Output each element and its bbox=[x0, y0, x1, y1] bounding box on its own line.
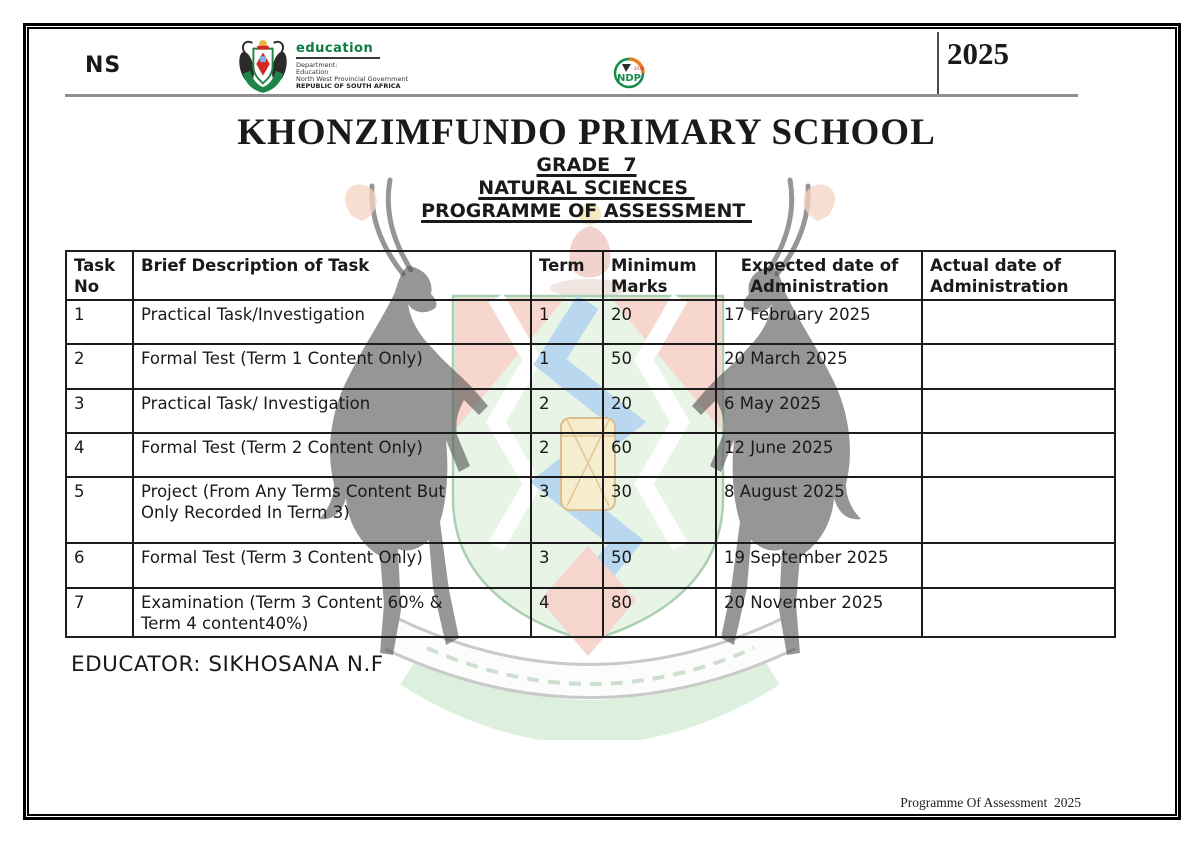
cell-marks: 80 bbox=[602, 587, 717, 638]
ndp-logo: 2030 NDP bbox=[613, 57, 645, 89]
document-title: PROGRAMME OF ASSESSMENT bbox=[421, 200, 752, 222]
cell-expected: 20 November 2025 bbox=[715, 587, 923, 638]
cell-expected: 6 May 2025 bbox=[715, 388, 923, 434]
cell-actual bbox=[921, 432, 1116, 478]
column-header: Actual date of Administration bbox=[921, 250, 1116, 301]
cell-no: 2 bbox=[65, 343, 134, 390]
cell-desc: Project (From Any Terms Content But Only… bbox=[132, 476, 532, 544]
cell-expected: 20 March 2025 bbox=[715, 343, 923, 390]
cell-desc: Examination (Term 3 Content 60% & Term 4… bbox=[132, 587, 532, 638]
education-department-crest-icon bbox=[239, 39, 287, 93]
table-row: 6 Formal Test (Term 3 Content Only) 3 50 19 … bbox=[65, 542, 1116, 589]
grade-title: GRADE 7 bbox=[536, 154, 637, 176]
subject-code-label: NS bbox=[85, 53, 122, 78]
title-block: KHONZIMFUNDO PRIMARY SCHOOL GRADE 7 NATU… bbox=[65, 112, 1108, 223]
cell-desc: Formal Test (Term 3 Content Only) bbox=[132, 542, 532, 589]
educator-label: EDUCATOR: SIKHOSANA N.F bbox=[71, 652, 384, 677]
cell-expected: 12 June 2025 bbox=[715, 432, 923, 478]
cell-term: 4 bbox=[530, 587, 604, 638]
education-dept-line: REPUBLIC OF SOUTH AFRICA bbox=[296, 82, 401, 90]
cell-actual bbox=[921, 587, 1116, 638]
cell-actual bbox=[921, 299, 1116, 345]
table-header-row: Task No Brief Description of Task Term Mini… bbox=[65, 250, 1116, 301]
table-row: 3 Practical Task/ Investigation 2 20 6 May 2… bbox=[65, 388, 1116, 434]
cell-no: 1 bbox=[65, 299, 134, 345]
table-row: 5 Project (From Any Terms Content But Onl… bbox=[65, 476, 1116, 544]
year-label: 2025 bbox=[947, 36, 1009, 71]
ndp-label: NDP bbox=[617, 73, 641, 84]
cell-no: 5 bbox=[65, 476, 134, 544]
cell-term: 1 bbox=[530, 343, 604, 390]
cell-desc: Practical Task/Investigation bbox=[132, 299, 532, 345]
column-header: Brief Description of Task bbox=[132, 250, 532, 301]
education-logo-rule bbox=[296, 57, 380, 59]
assessment-table: Task No Brief Description of Task Term Mini… bbox=[65, 250, 1116, 638]
cell-term: 2 bbox=[530, 388, 604, 434]
ndp-year: 2030 bbox=[634, 66, 645, 71]
cell-desc: Formal Test (Term 2 Content Only) bbox=[132, 432, 532, 478]
cell-marks: 60 bbox=[602, 432, 717, 478]
cell-marks: 20 bbox=[602, 388, 717, 434]
page-border bbox=[23, 23, 1181, 820]
school-name-title: KHONZIMFUNDO PRIMARY SCHOOL bbox=[237, 112, 936, 153]
header-rule-line bbox=[65, 94, 1078, 97]
column-header: Minimum Marks bbox=[602, 250, 717, 301]
cell-expected: 17 February 2025 bbox=[715, 299, 923, 345]
subject-title: NATURAL SCIENCES bbox=[478, 177, 695, 199]
cell-no: 3 bbox=[65, 388, 134, 434]
table-row: 7 Examination (Term 3 Content 60% & Term … bbox=[65, 587, 1116, 638]
column-header: Term bbox=[530, 250, 604, 301]
cell-expected: 19 September 2025 bbox=[715, 542, 923, 589]
cell-actual bbox=[921, 476, 1116, 544]
cell-no: 6 bbox=[65, 542, 134, 589]
column-header: Task No bbox=[65, 250, 134, 301]
education-dept-line: Department: bbox=[296, 61, 338, 69]
education-dept-line: North West Provincial Government bbox=[296, 75, 409, 83]
cell-expected: 8 August 2025 bbox=[715, 476, 923, 544]
education-logo-wordmark: education bbox=[296, 41, 374, 56]
table-row: 2 Formal Test (Term 1 Content Only) 1 50 20 … bbox=[65, 343, 1116, 390]
cell-term: 3 bbox=[530, 542, 604, 589]
table-row: 4 Formal Test (Term 2 Content Only) 2 60 12 … bbox=[65, 432, 1116, 478]
education-department-text: education Department: Education North We… bbox=[296, 42, 486, 90]
cell-marks: 20 bbox=[602, 299, 717, 345]
cell-marks: 50 bbox=[602, 343, 717, 390]
cell-no: 7 bbox=[65, 587, 134, 638]
cell-term: 3 bbox=[530, 476, 604, 544]
cell-actual bbox=[921, 542, 1116, 589]
cell-desc: Practical Task/ Investigation bbox=[132, 388, 532, 434]
column-header: Expected date of Administration bbox=[715, 250, 923, 301]
cell-marks: 30 bbox=[602, 476, 717, 544]
cell-desc: Formal Test (Term 1 Content Only) bbox=[132, 343, 532, 390]
year-divider-line bbox=[937, 32, 939, 95]
footer-text: Programme Of Assessment 2025 bbox=[900, 795, 1081, 810]
cell-no: 4 bbox=[65, 432, 134, 478]
cell-actual bbox=[921, 388, 1116, 434]
cell-term: 1 bbox=[530, 299, 604, 345]
table-row: 1 Practical Task/Investigation 1 20 17 Febru… bbox=[65, 299, 1116, 345]
education-dept-line: Education bbox=[296, 68, 329, 76]
cell-actual bbox=[921, 343, 1116, 390]
cell-term: 2 bbox=[530, 432, 604, 478]
cell-marks: 50 bbox=[602, 542, 717, 589]
